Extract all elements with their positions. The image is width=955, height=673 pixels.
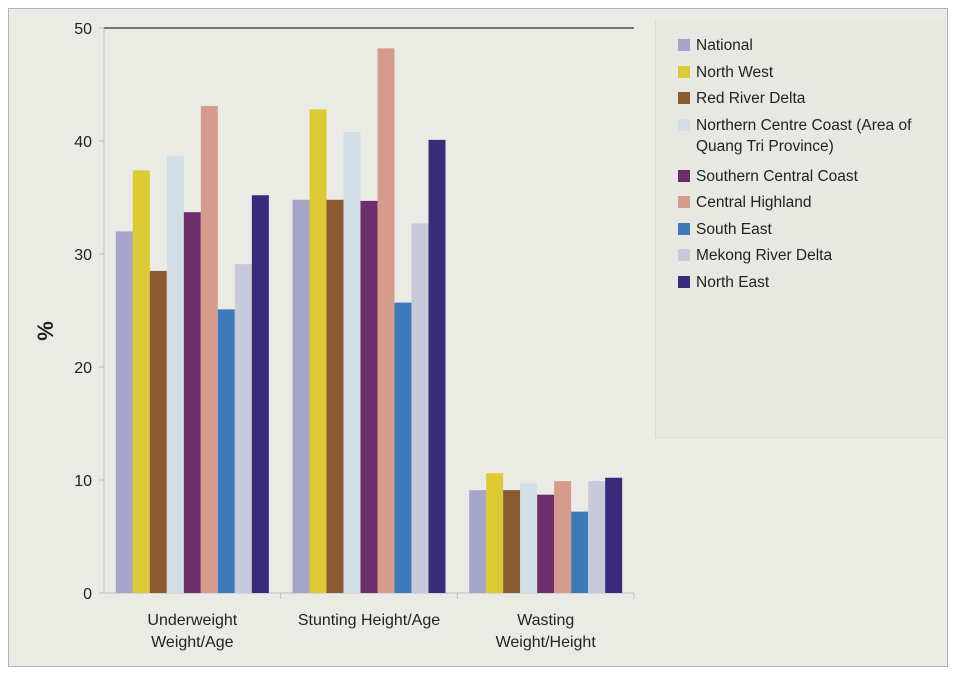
bar xyxy=(588,481,606,593)
bar xyxy=(200,105,218,593)
legend-swatch xyxy=(678,222,690,235)
legend-swatch xyxy=(678,196,690,208)
bar xyxy=(394,302,412,593)
y-tick-label: 30 xyxy=(74,247,92,264)
legend-item: Red River Delta xyxy=(678,88,944,109)
bar xyxy=(132,170,150,593)
bar xyxy=(217,309,235,593)
legend-label: Central Highland xyxy=(696,194,812,211)
x-category-label: Weight/Age xyxy=(151,634,234,651)
bar xyxy=(571,511,589,593)
bar xyxy=(292,199,310,593)
bar-layer xyxy=(115,48,623,594)
legend-label: North West xyxy=(696,63,774,81)
label-layer: 0 10 20 30 40 50 Underweight Weight/Age Stunting… xyxy=(74,21,596,651)
legend-label: Southern Central Coast xyxy=(696,167,858,185)
bar xyxy=(411,223,429,594)
legend-item: South East xyxy=(678,219,944,240)
bar xyxy=(309,109,327,594)
bar xyxy=(326,199,344,593)
bar xyxy=(537,494,555,593)
legend-label: Red River Delta xyxy=(696,90,806,107)
legend-swatch xyxy=(678,118,690,131)
x-category-label: Underweight xyxy=(147,612,237,629)
legend-swatch xyxy=(678,249,690,261)
y-tick-label: 20 xyxy=(74,360,92,377)
legend-item: National xyxy=(678,35,944,56)
bar xyxy=(469,490,487,593)
legend-swatch xyxy=(678,65,690,78)
bar xyxy=(166,155,184,593)
legend-swatch xyxy=(678,275,690,288)
legend-swatch xyxy=(678,169,690,182)
legend-label: Mekong River Delta xyxy=(696,247,833,264)
legend: National North West Red River Delta Norther… xyxy=(655,19,946,438)
legend-item: Southern Central Coast xyxy=(678,166,944,187)
legend-item: Central Highland xyxy=(678,192,944,213)
legend-item: Northern Centre Coast (Area of Quang Tri… xyxy=(678,115,944,157)
y-tick-label: 40 xyxy=(74,134,92,151)
bar xyxy=(520,483,538,593)
x-category-label: Stunting Height/Age xyxy=(298,612,440,629)
legend-label: South East xyxy=(696,220,772,238)
bar xyxy=(428,139,446,593)
legend-swatch xyxy=(678,39,690,51)
legend-item: Mekong River Delta xyxy=(678,245,944,266)
bar xyxy=(554,481,572,593)
bar-chart: 0 10 20 30 40 50 Underweight Weight/Age Stunting… xyxy=(33,21,635,651)
y-tick-label: 50 xyxy=(74,21,92,38)
bar xyxy=(343,131,361,593)
y-axis-title: % xyxy=(33,321,58,341)
bar xyxy=(503,490,521,593)
bar xyxy=(377,48,395,593)
bar xyxy=(486,473,504,593)
bar xyxy=(234,264,252,593)
legend-item: North East xyxy=(678,272,944,293)
y-tick-label: 0 xyxy=(83,586,92,603)
y-tick-label: 10 xyxy=(74,473,92,490)
bar xyxy=(115,231,133,593)
chart-frame: 0 10 20 30 40 50 Underweight Weight/Age Stunting… xyxy=(8,8,948,667)
legend-item: North West xyxy=(678,62,944,83)
x-category-label: Weight/Height xyxy=(496,634,597,651)
bar xyxy=(251,195,269,594)
x-category-label: Wasting xyxy=(517,612,574,629)
legend-label: North East xyxy=(696,273,770,291)
legend-label: Northern Centre Coast (Area of Quang Tri… xyxy=(696,116,912,155)
legend-label: National xyxy=(696,37,753,54)
bar xyxy=(360,200,378,593)
bar xyxy=(149,270,167,593)
bar xyxy=(605,477,623,593)
bar xyxy=(183,212,201,593)
legend-swatch xyxy=(678,92,690,104)
